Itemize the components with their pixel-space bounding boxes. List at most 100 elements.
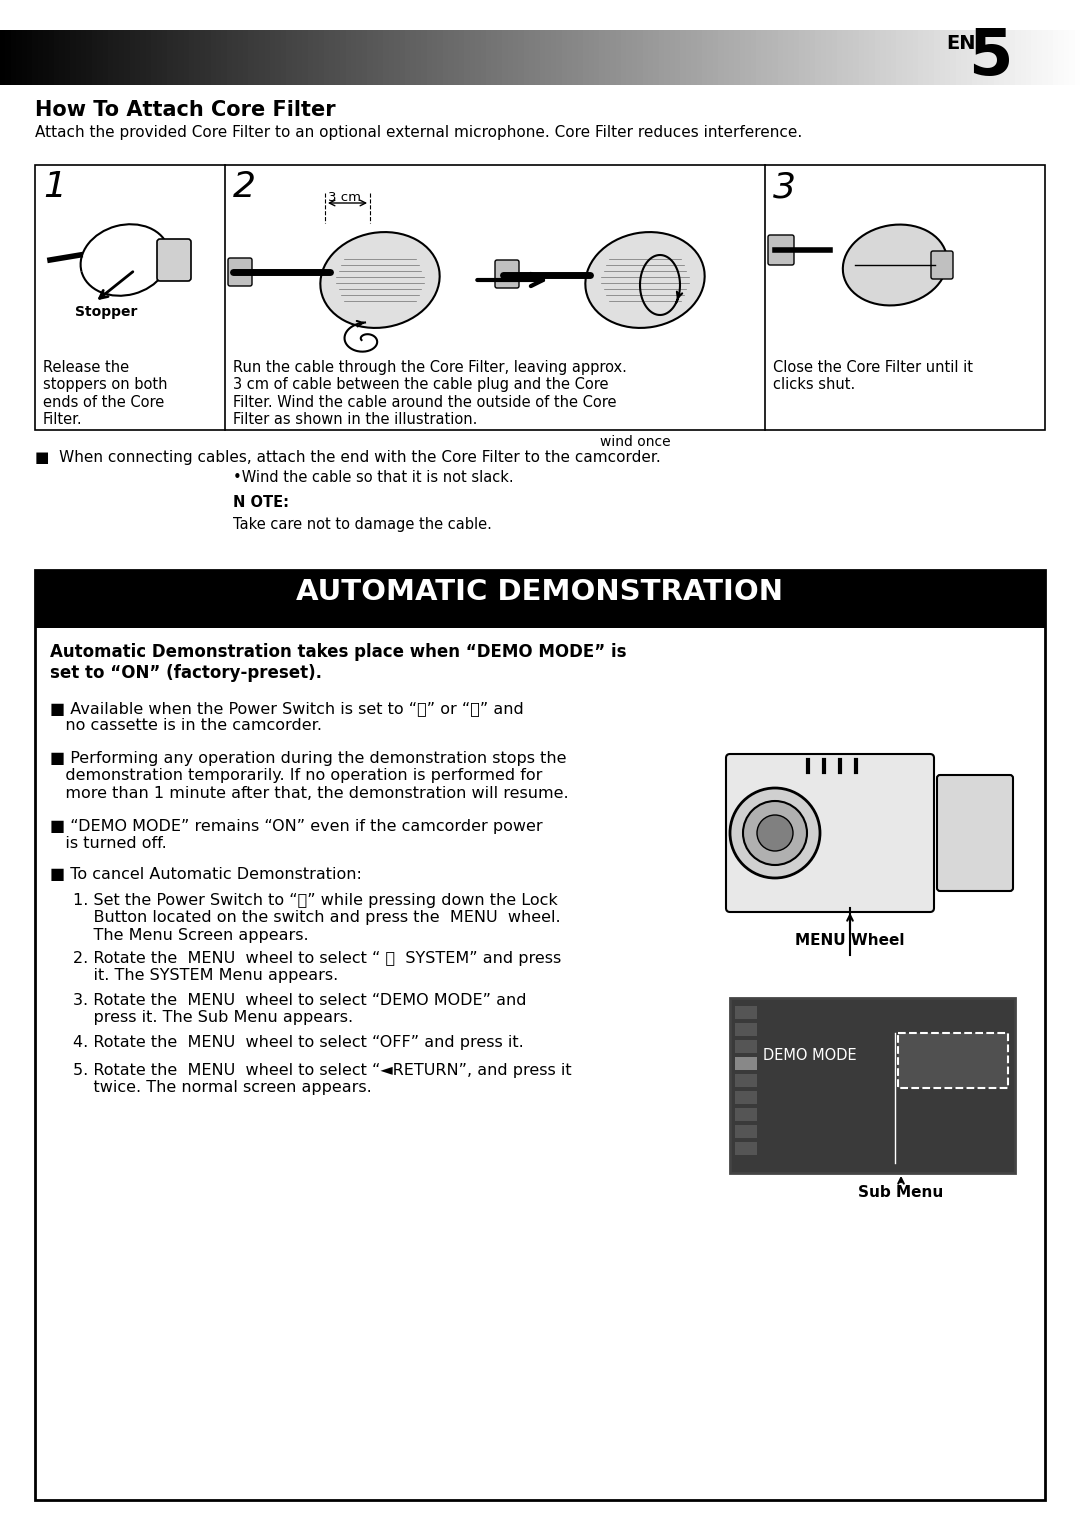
Bar <box>735 1142 757 1154</box>
Bar <box>238 31 244 84</box>
Bar <box>167 31 174 84</box>
Bar <box>135 31 141 84</box>
Text: 1: 1 <box>43 170 66 204</box>
Text: Run the cable through the Core Filter, leaving approx.
3 cm of cable between the: Run the cable through the Core Filter, l… <box>233 360 626 428</box>
Bar <box>583 31 590 84</box>
Bar <box>735 1006 757 1019</box>
Bar <box>340 31 347 84</box>
Bar <box>518 31 525 84</box>
Bar <box>686 31 692 84</box>
Bar <box>27 31 33 84</box>
Bar <box>853 31 860 84</box>
Bar <box>675 31 681 84</box>
Bar <box>86 31 93 84</box>
Text: Take care not to damage the cable.: Take care not to damage the cable. <box>233 517 491 532</box>
Text: 3. Rotate the  MENU  wheel to select “DEMO MODE” and
    press it. The Sub Menu : 3. Rotate the MENU wheel to select “DEMO… <box>73 993 527 1026</box>
Bar <box>146 31 152 84</box>
Bar <box>735 1091 757 1104</box>
Bar <box>659 31 665 84</box>
Bar <box>832 31 838 84</box>
Bar <box>670 31 676 84</box>
Bar <box>313 31 320 84</box>
Bar <box>475 31 482 84</box>
Bar <box>718 31 725 84</box>
Bar <box>730 998 1015 1173</box>
Text: Release the
stoppers on both
ends of the Core
Filter.: Release the stoppers on both ends of the… <box>43 360 167 428</box>
Bar <box>599 31 606 84</box>
Bar <box>400 31 406 84</box>
Bar <box>416 31 422 84</box>
Text: Automatic Demonstration takes place when “DEMO MODE” is
set to “ON” (factory-pre: Automatic Demonstration takes place when… <box>50 642 626 682</box>
Bar <box>221 31 228 84</box>
Bar <box>378 31 384 84</box>
Bar <box>545 31 552 84</box>
Bar <box>621 31 627 84</box>
Text: 3: 3 <box>773 170 796 204</box>
Bar <box>76 31 82 84</box>
Bar <box>432 31 438 84</box>
Bar <box>697 31 703 84</box>
Bar <box>735 1075 757 1087</box>
Text: DEMO MODE: DEMO MODE <box>762 1049 856 1062</box>
Bar <box>734 31 741 84</box>
Text: EN: EN <box>946 34 975 54</box>
Bar <box>680 31 687 84</box>
Bar <box>356 31 363 84</box>
Bar <box>934 31 941 84</box>
Bar <box>443 31 449 84</box>
Bar <box>49 31 55 84</box>
Bar <box>124 31 131 84</box>
Bar <box>243 31 249 84</box>
Bar <box>1026 31 1032 84</box>
Bar <box>815 31 822 84</box>
Bar <box>923 31 930 84</box>
Bar <box>448 31 455 84</box>
Bar <box>302 31 309 84</box>
Bar <box>65 31 71 84</box>
Bar <box>427 31 433 84</box>
Bar <box>216 31 222 84</box>
Bar <box>643 31 649 84</box>
Text: ■ Performing any operation during the demonstration stops the
   demonstration t: ■ Performing any operation during the de… <box>50 751 569 800</box>
FancyBboxPatch shape <box>937 776 1013 891</box>
Bar <box>529 31 536 84</box>
Bar <box>756 31 762 84</box>
Bar <box>151 31 158 84</box>
Ellipse shape <box>585 231 704 328</box>
Bar <box>1064 31 1070 84</box>
Bar <box>459 31 465 84</box>
Text: AUTOMATIC DEMONSTRATION: AUTOMATIC DEMONSTRATION <box>297 578 783 606</box>
Bar <box>491 31 498 84</box>
Bar <box>497 31 503 84</box>
Bar <box>842 31 849 84</box>
Bar <box>735 1039 757 1053</box>
Bar <box>130 31 136 84</box>
Bar <box>329 31 336 84</box>
Bar <box>594 31 600 84</box>
Bar <box>437 31 444 84</box>
Text: wind once: wind once <box>599 435 671 449</box>
Bar <box>1058 31 1065 84</box>
Bar <box>1037 31 1043 84</box>
Bar <box>556 31 563 84</box>
Text: ■ Available when the Power Switch is set to “Ａ” or “Ｍ” and
   no cassette is in : ■ Available when the Power Switch is set… <box>50 701 524 733</box>
Text: OFF: OFF <box>905 1039 933 1055</box>
Bar <box>572 31 579 84</box>
Bar <box>0 31 6 84</box>
Bar <box>286 31 293 84</box>
Bar <box>173 31 179 84</box>
Bar <box>653 31 660 84</box>
Bar <box>367 31 374 84</box>
Bar <box>864 31 870 84</box>
Bar <box>157 31 163 84</box>
Text: MENU Wheel: MENU Wheel <box>795 934 905 947</box>
Bar <box>605 31 611 84</box>
Bar <box>1004 31 1011 84</box>
FancyBboxPatch shape <box>157 239 191 281</box>
Text: Close the Core Filter until it
clicks shut.: Close the Core Filter until it clicks sh… <box>773 360 973 392</box>
Bar <box>735 1108 757 1121</box>
Bar <box>940 31 946 84</box>
Bar <box>761 31 768 84</box>
Bar <box>859 31 865 84</box>
Bar <box>470 31 476 84</box>
